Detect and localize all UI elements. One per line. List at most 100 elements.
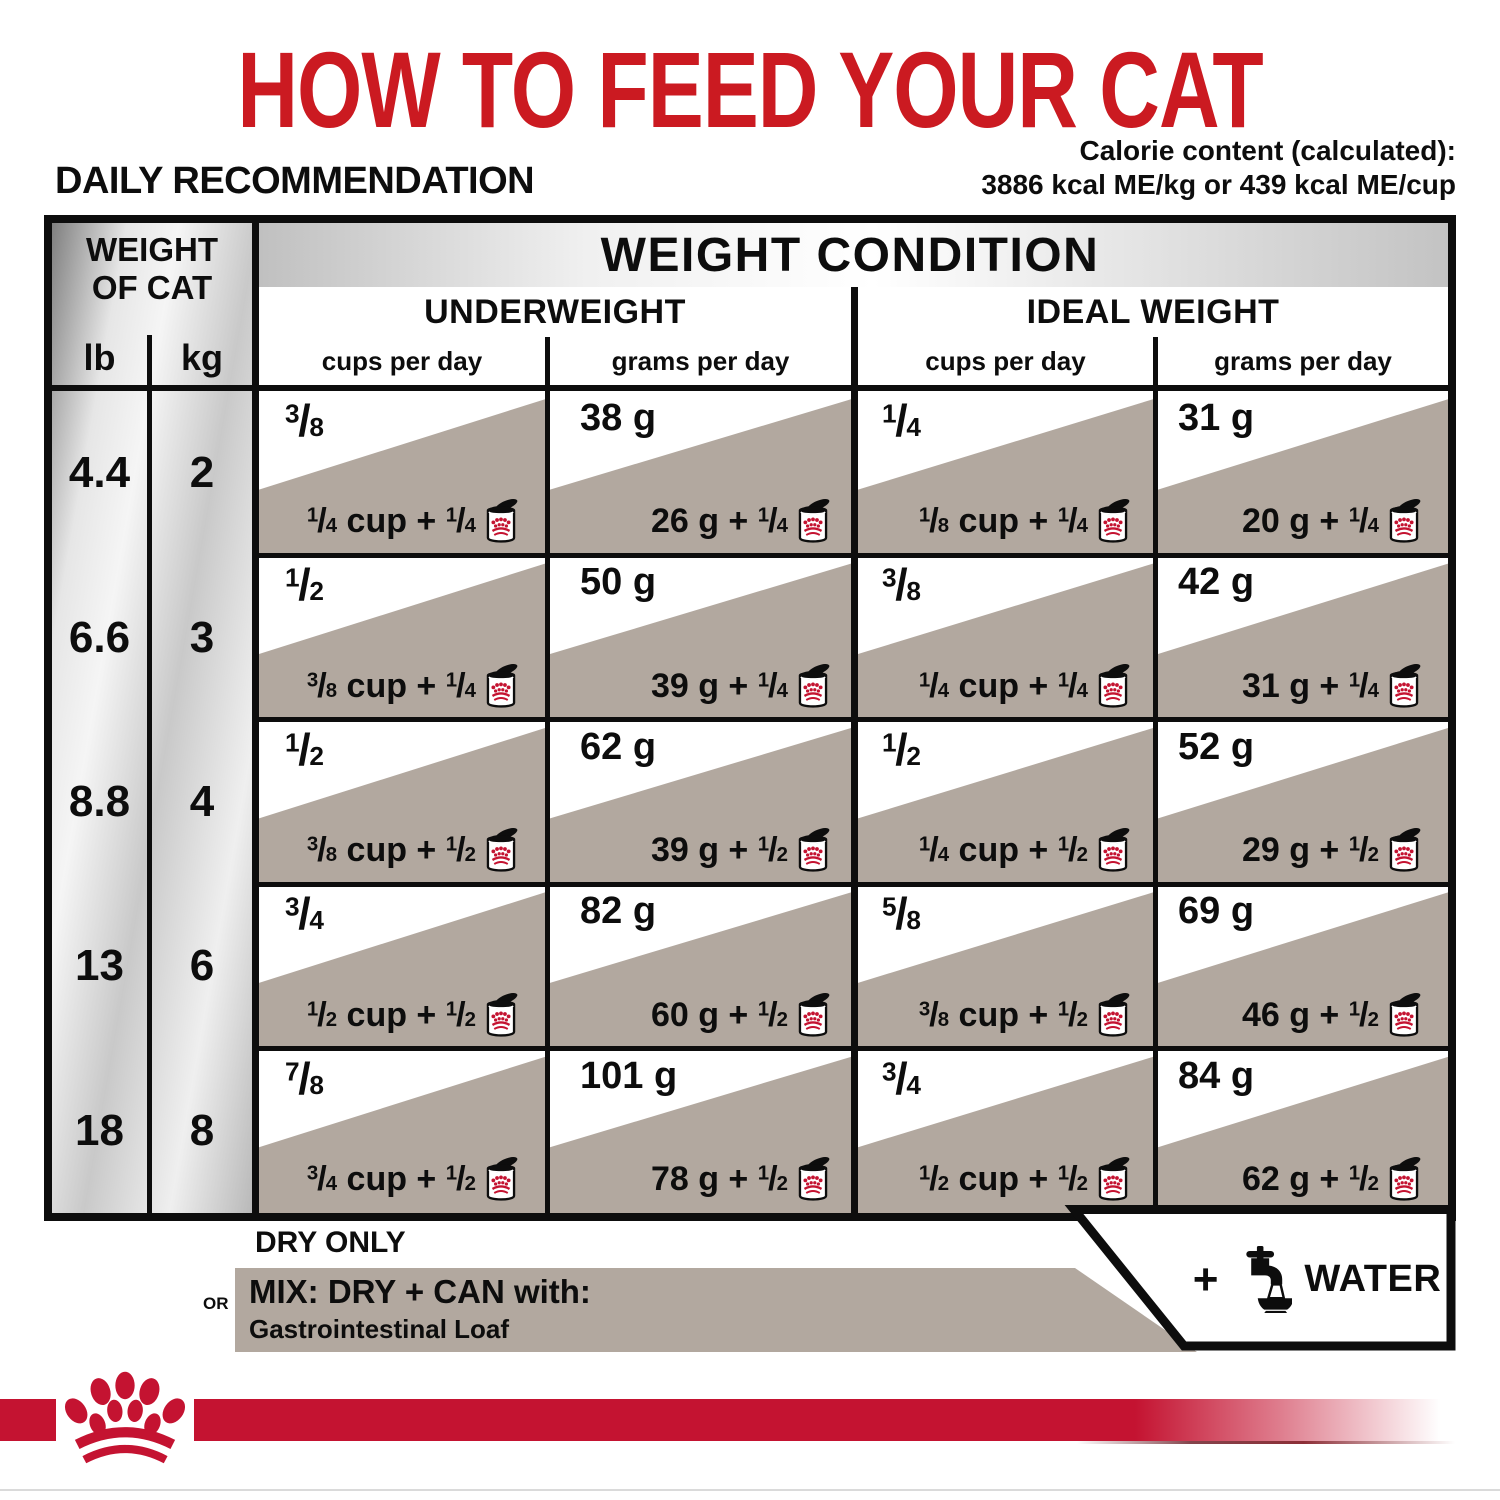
mix-title: MIX: DRY + CAN with: <box>249 1273 591 1310</box>
fraction: 1/2 <box>1348 995 1379 1034</box>
feeding-cell: 31 g 20 g + 1/4 <box>1158 391 1448 556</box>
page-title: HOW TO FEED YOUR CAT <box>237 29 1263 150</box>
feeding-cell: 42 g 31 g + 1/4 <box>1158 555 1448 720</box>
fraction: 1/2 <box>757 995 788 1034</box>
dry-amount: 84 g <box>1178 1054 1255 1097</box>
water-callout-frame <box>1064 1205 1456 1351</box>
weight-lb-value: 6.6 <box>68 612 131 662</box>
fraction: 3/8 <box>918 995 950 1034</box>
dry-amount: 7/8 <box>285 1055 324 1105</box>
can-icon <box>1098 992 1130 1037</box>
dry-amount: 69 g <box>1178 890 1255 933</box>
feeding-cell: 3/4 1/2 cup + 1/2 <box>858 1048 1153 1213</box>
mix-amount: 1/2 cup + 1/2 <box>919 1156 1131 1203</box>
row-separator <box>252 881 1448 887</box>
dry-amount: 3/8 <box>882 561 921 611</box>
row-separator <box>252 1046 1448 1052</box>
divider-uw-cups-grams <box>545 337 550 1213</box>
dry-amount: 50 g <box>580 561 657 604</box>
dry-only-label: DRY ONLY <box>255 1226 406 1259</box>
col-header-uw-cups: cups per day <box>321 345 483 376</box>
fraction: 1/2 <box>918 1159 950 1198</box>
col-header-uw-grams: grams per day <box>611 345 790 376</box>
can-icon <box>486 828 518 872</box>
dry-amount: 1/4 <box>882 397 921 447</box>
calorie-content: Calorie content (calculated): 3886 kcal … <box>981 134 1456 202</box>
feeding-cell: 1/2 1/4 cup + 1/2 <box>858 719 1153 885</box>
can-icon <box>1389 992 1421 1037</box>
divider-iw-cups-grams <box>1153 337 1158 1213</box>
fraction: 1/8 <box>918 502 950 541</box>
mix-amount: 26 g + 1/4 <box>651 498 831 545</box>
weight-kg-value: 2 <box>189 448 215 498</box>
fraction: 3/4 <box>285 890 324 940</box>
feeding-cell: 62 g 39 g + 1/2 <box>550 719 851 885</box>
feeding-cell: 3/4 1/2 cup + 1/2 <box>259 884 545 1049</box>
fraction: 1/4 <box>757 666 788 705</box>
fraction: 1/2 <box>285 561 324 611</box>
mix-amount: 1/4 cup + 1/2 <box>919 827 1131 874</box>
weight-condition-header: WEIGHT CONDITION <box>252 223 1448 287</box>
dry-amount: 52 g <box>1178 725 1255 768</box>
fraction: 1/4 <box>445 666 476 705</box>
fraction: 1/2 <box>882 725 921 775</box>
fraction: 1/2 <box>1348 1159 1379 1198</box>
feeding-table: WEIGHT CONDITION WEIGHT OF CAT lb kg UND… <box>44 215 1456 1221</box>
feeding-cell: 7/8 3/4 cup + 1/2 <box>259 1048 545 1213</box>
fraction: 1/2 <box>306 995 338 1034</box>
royal-canin-crown-logo <box>64 1371 186 1464</box>
weight-lb-value: 18 <box>75 1105 124 1155</box>
mix-amount: 78 g + 1/2 <box>651 1156 831 1203</box>
dry-amount: 5/8 <box>882 890 921 940</box>
bottom-edge-line <box>0 1489 1500 1491</box>
water-faucet-icon <box>1246 1246 1293 1313</box>
feeding-cell: 69 g 46 g + 1/2 <box>1158 884 1448 1049</box>
mix-amount: 62 g + 1/2 <box>1242 1156 1422 1203</box>
can-icon <box>1389 663 1421 708</box>
can-icon <box>1098 828 1130 872</box>
fraction: 1/2 <box>445 831 476 870</box>
fraction: 1/2 <box>445 995 476 1034</box>
daily-recommendation-label: DAILY RECOMMENDATION <box>55 160 535 202</box>
plus-sign: + <box>1192 1254 1219 1304</box>
weight-of-cat-header: WEIGHT OF CAT <box>86 231 218 306</box>
can-icon <box>1098 1157 1130 1201</box>
can-icon <box>486 663 518 708</box>
feeding-cell: 101 g 78 g + 1/2 <box>550 1048 851 1213</box>
unit-kg-label: kg <box>180 337 223 378</box>
fraction: 3/8 <box>882 561 921 611</box>
mix-amount: 1/4 cup + 1/4 <box>919 663 1131 710</box>
dry-amount: 3/8 <box>285 397 324 447</box>
col-header-iw-grams: grams per day <box>1214 345 1392 376</box>
fraction: 1/2 <box>1057 831 1088 870</box>
calorie-content-line1: Calorie content (calculated): <box>1079 135 1456 166</box>
weight-kg-value: 3 <box>189 612 215 662</box>
brand-logo-area <box>56 1360 194 1476</box>
mix-amount: 1/4 cup + 1/4 <box>307 498 519 545</box>
dry-amount: 101 g <box>580 1054 678 1097</box>
mix-amount: 20 g + 1/4 <box>1242 498 1422 545</box>
dry-amount: 1/2 <box>882 726 921 776</box>
fraction: 5/8 <box>882 890 921 940</box>
row-separator <box>252 717 1448 723</box>
dry-amount: 62 g <box>580 725 657 768</box>
weight-lb-value: 8.8 <box>68 777 131 826</box>
can-icon <box>486 499 518 544</box>
ideal-weight-header: IDEAL WEIGHT <box>1026 292 1280 331</box>
dry-amount: 31 g <box>1178 397 1255 439</box>
dry-amount: 42 g <box>1178 561 1255 604</box>
divider-underweight-ideal <box>851 287 858 1213</box>
weight-lb-value: 4.4 <box>68 448 131 498</box>
weight-kg-value: 4 <box>189 777 215 826</box>
fraction: 1/2 <box>757 831 788 870</box>
feeding-cell: 82 g 60 g + 1/2 <box>550 884 851 1049</box>
underweight-header: UNDERWEIGHT <box>424 292 686 331</box>
mix-amount: 3/8 cup + 1/4 <box>307 663 519 710</box>
fraction: 3/4 <box>882 1054 921 1104</box>
can-icon <box>486 1157 518 1201</box>
mix-amount: 1/8 cup + 1/4 <box>919 498 1131 545</box>
brand-stripe <box>0 1399 1455 1444</box>
feeding-cell: 50 g 39 g + 1/4 <box>550 555 851 720</box>
can-icon <box>1389 828 1421 872</box>
can-icon <box>1098 499 1130 544</box>
